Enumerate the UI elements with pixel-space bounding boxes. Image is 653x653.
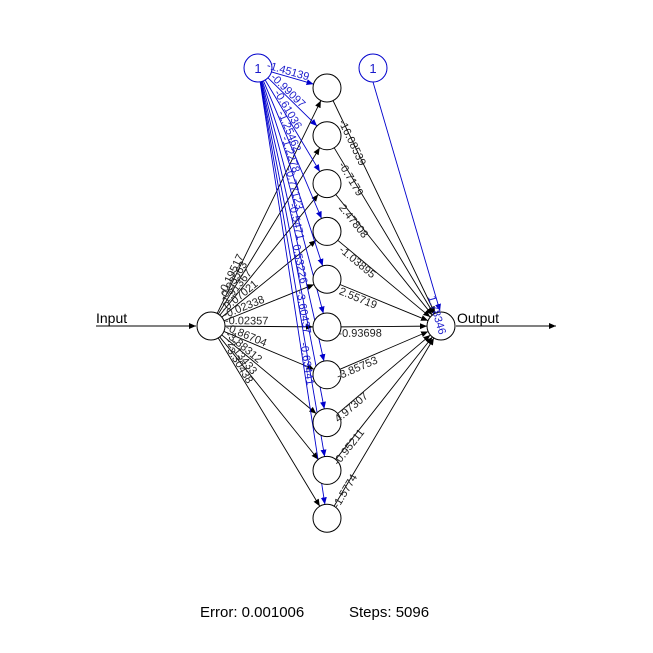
bias-hidden-edge bbox=[271, 71, 314, 86]
bias-hidden-edge bbox=[259, 81, 327, 457]
hidden-output-edge bbox=[333, 147, 435, 315]
input-hidden-weight-label: -0.02357 bbox=[225, 315, 269, 327]
hidden-node bbox=[312, 216, 342, 246]
hidden-output-edge bbox=[332, 100, 436, 314]
input-hidden-edge bbox=[219, 194, 319, 316]
bias-node-hidden bbox=[243, 53, 273, 83]
input-hidden-edge bbox=[223, 331, 315, 370]
bias-hidden-edge bbox=[259, 81, 327, 505]
hidden-node bbox=[312, 73, 342, 103]
bias-node-hidden-label: 1 bbox=[254, 61, 261, 76]
weight-labels: -0.19517-1.45139-16.08539-0.93563-0.9909… bbox=[217, 60, 382, 511]
output-label: Output bbox=[457, 310, 499, 326]
hidden-output-weight-label: -0.93698 bbox=[338, 328, 382, 340]
hidden-to-output-edges bbox=[332, 100, 436, 507]
bias-hidden-weight-label: -3.60437 bbox=[294, 290, 313, 335]
bias-to-output-edge bbox=[372, 81, 441, 312]
input-hidden-edge bbox=[224, 323, 314, 330]
input-label: Input bbox=[96, 310, 127, 326]
hidden-node bbox=[312, 503, 342, 533]
input-hidden-edge bbox=[221, 239, 317, 318]
hidden-output-weight-label: 4.97307 bbox=[333, 390, 371, 425]
hidden-layer bbox=[312, 73, 342, 533]
input-hidden-edge bbox=[217, 147, 321, 315]
hidden-output-weight-label: -16.08539 bbox=[336, 118, 368, 168]
input-to-hidden-edges bbox=[216, 100, 322, 507]
hidden-node bbox=[312, 408, 342, 438]
bias-hidden-edge bbox=[261, 81, 325, 314]
bias-hidden-edge bbox=[260, 81, 326, 362]
error-text: Error: 0.001006 bbox=[200, 604, 304, 621]
hidden-output-edge bbox=[335, 336, 433, 460]
bias-node-output bbox=[358, 53, 388, 83]
hidden-node bbox=[312, 455, 342, 485]
output-node bbox=[426, 311, 456, 341]
bias-hidden-edge bbox=[263, 80, 322, 219]
hidden-output-edge bbox=[337, 334, 431, 414]
hidden-node bbox=[312, 360, 342, 390]
input-hidden-edge bbox=[217, 337, 321, 507]
bias-node-output-label: 1 bbox=[369, 61, 376, 76]
hidden-output-weight-label: -3.85753 bbox=[335, 355, 380, 383]
bias-hidden-edge bbox=[264, 79, 321, 172]
hidden-node bbox=[312, 169, 342, 199]
bias-hidden-edge bbox=[260, 81, 326, 409]
hidden-output-weight-label: 2.47808 bbox=[336, 202, 370, 241]
bias-hidden-edge bbox=[267, 77, 318, 127]
hidden-output-edge bbox=[333, 337, 435, 507]
bias-hidden-edge bbox=[261, 81, 324, 267]
input-hidden-edge bbox=[219, 336, 319, 460]
hidden-node bbox=[312, 312, 342, 342]
hidden-output-edge bbox=[340, 323, 428, 330]
input-hidden-edge bbox=[221, 334, 317, 414]
hidden-output-edge bbox=[339, 331, 429, 370]
hidden-output-edge bbox=[335, 194, 433, 316]
steps-text: Steps: 5096 bbox=[349, 604, 429, 621]
input-node bbox=[196, 311, 226, 341]
bias-to-hidden-edges bbox=[259, 71, 327, 505]
hidden-output-weight-label: -1.03895 bbox=[336, 244, 377, 281]
hidden-node bbox=[312, 264, 342, 294]
hidden-node bbox=[312, 121, 342, 151]
input-hidden-edge bbox=[223, 284, 315, 322]
hidden-output-edge bbox=[337, 239, 431, 318]
input-hidden-edge bbox=[216, 100, 322, 314]
hidden-output-weight-label: 2.55719 bbox=[337, 286, 378, 312]
hidden-output-edge bbox=[339, 284, 429, 322]
